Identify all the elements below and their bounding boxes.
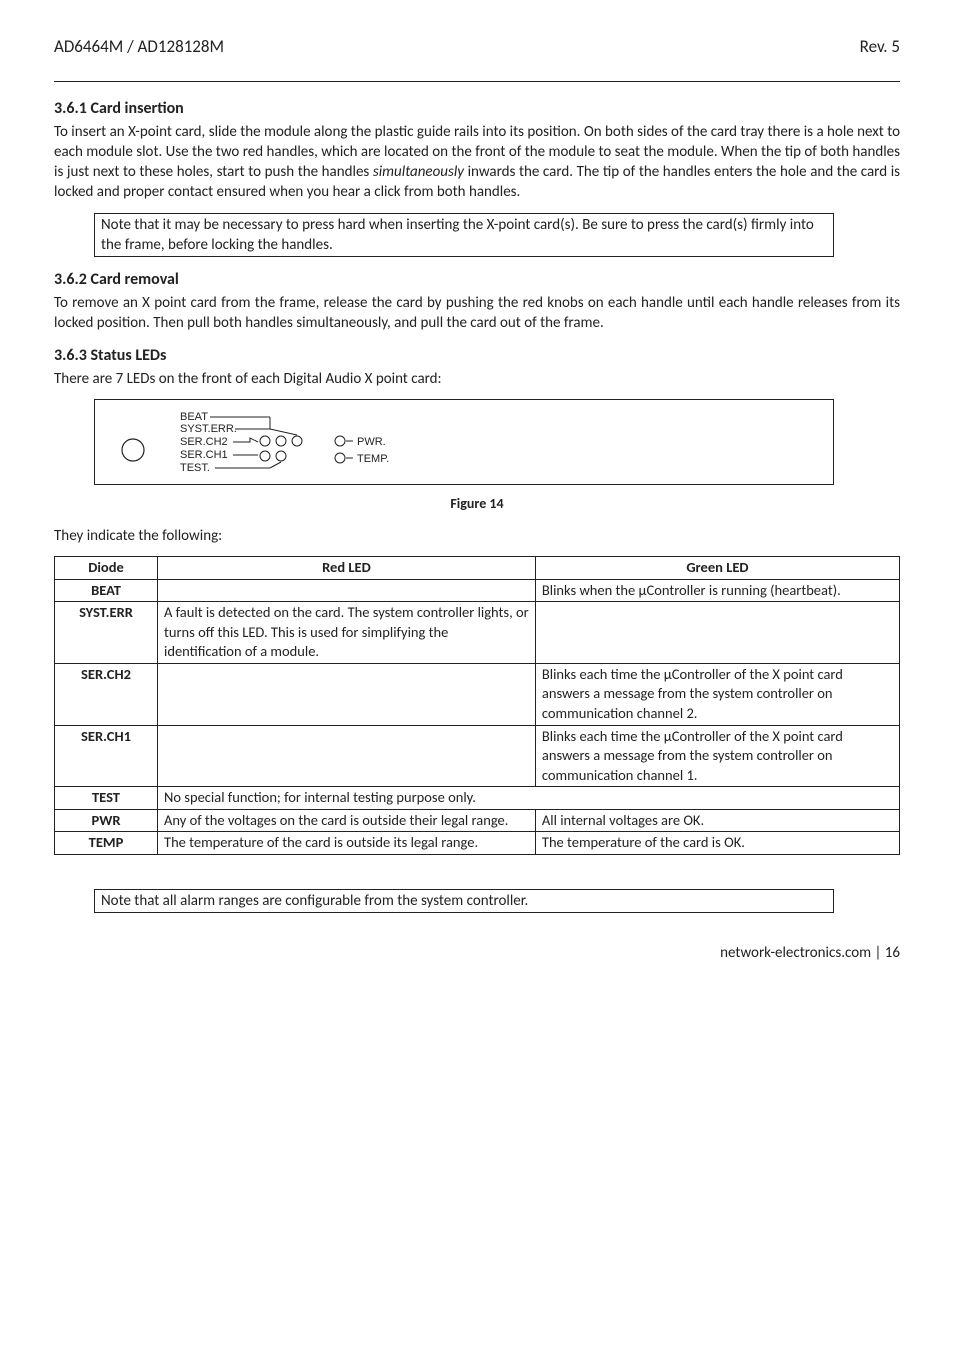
test-label: TEST. [180,462,210,474]
cell-green: All internal voltages are OK. [535,809,899,832]
table-row: BEAT Blinks when the µController is runn… [55,579,900,602]
led-circle-icon [260,451,270,461]
table-row: SER.CH1 Blinks each time the µController… [55,725,900,787]
table-row: SER.CH2 Blinks each time the µController… [55,663,900,725]
figure-14-box: BEAT SYST.ERR. SER.CH2 SER.CH1 TEST. PWR… [94,399,834,485]
pwr-label: PWR. [357,436,386,448]
serch2-label: SER.CH2 [180,436,228,448]
table-row: SYST.ERR A fault is detected on the card… [55,602,900,664]
lower-note-box: Note that all alarm ranges are configura… [94,889,834,913]
cell-red: The temperature of the card is outside i… [158,832,536,855]
page-header: AD6464M / AD128128M Rev. 5 [54,36,900,61]
header-right: Rev. 5 [860,36,900,59]
cell-red-span: No special function; for internal testin… [158,787,900,810]
cell-red [158,579,536,602]
row-label: PWR [55,809,158,832]
serch1-label: SER.CH1 [180,449,228,461]
cell-green: Blinks each time the µController of the … [535,663,899,725]
page-footer: network-electronics.com | 16 [54,943,900,963]
note-361-text: Note that it may be necessary to press h… [101,215,827,256]
col-header-green: Green LED [535,557,899,580]
led-circle-icon [292,436,302,446]
cell-green [535,602,899,664]
big-circle-icon [122,439,144,461]
table-row: TEMP The temperature of the card is outs… [55,832,900,855]
diode-table: Diode Red LED Green LED BEAT Blinks when… [54,556,900,855]
cell-red: Any of the voltages on the card is outsi… [158,809,536,832]
led-circle-icon [335,453,345,463]
row-label: SER.CH1 [55,725,158,787]
led-circle-icon [276,451,286,461]
section-363-body: There are 7 LEDs on the front of each Di… [54,369,900,389]
they-indicate-text: They indicate the following: [54,526,900,546]
header-rule [54,81,900,82]
table-row: TEST No special function; for internal t… [55,787,900,810]
lower-note-text: Note that all alarm ranges are configura… [101,891,827,911]
row-label: TEMP [55,832,158,855]
section-362-title: 3.6.2 Card removal [54,269,900,291]
cell-red: A fault is detected on the card. The sys… [158,602,536,664]
led-diagram-svg: BEAT SYST.ERR. SER.CH2 SER.CH1 TEST. PWR… [105,408,525,478]
note-box-361: Note that it may be necessary to press h… [94,213,834,258]
section-361-title: 3.6.1 Card insertion [54,98,900,120]
cell-red [158,663,536,725]
led-circle-icon [335,436,345,446]
cell-green: Blinks each time the µController of the … [535,725,899,787]
table-row: PWR Any of the voltages on the card is o… [55,809,900,832]
section-361-body: To insert an X-point card, slide the mod… [54,122,900,203]
led-circle-icon [276,436,286,446]
row-label: SER.CH2 [55,663,158,725]
cell-red [158,725,536,787]
table-header-row: Diode Red LED Green LED [55,557,900,580]
cell-green: Blinks when the µController is running (… [535,579,899,602]
temp-label: TEMP. [357,453,389,465]
figure-14-caption: Figure 14 [54,495,900,514]
leader-line [270,429,297,435]
section-362-body: To remove an X point card from the frame… [54,293,900,334]
row-label: SYST.ERR [55,602,158,664]
col-header-diode: Diode [55,557,158,580]
row-label: BEAT [55,579,158,602]
leader-line [270,462,281,468]
leader-line [233,438,258,442]
col-header-red: Red LED [158,557,536,580]
row-label: TEST [55,787,158,810]
section-363-title: 3.6.3 Status LEDs [54,345,900,367]
header-left: AD6464M / AD128128M [54,36,224,59]
systerr-label: SYST.ERR. [180,423,237,435]
led-circle-icon [260,436,270,446]
beat-label: BEAT [180,411,208,423]
cell-green: The temperature of the card is OK. [535,832,899,855]
